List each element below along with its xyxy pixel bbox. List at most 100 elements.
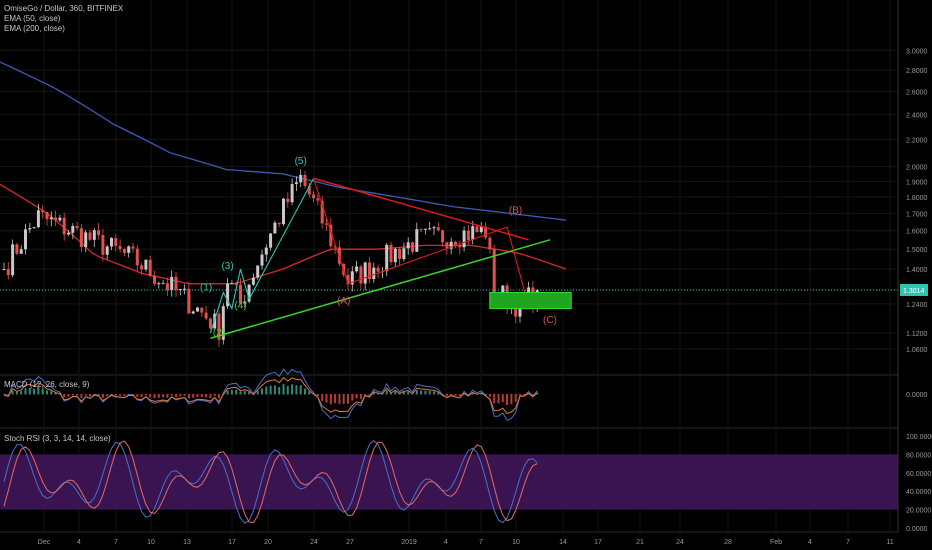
time-tick-label: 11 bbox=[886, 539, 893, 546]
macd-histogram-bar bbox=[467, 394, 470, 396]
macd-histogram-bar bbox=[420, 390, 423, 395]
time-tick-label: 24 bbox=[310, 539, 318, 546]
candle-body bbox=[355, 266, 359, 272]
candle-body bbox=[92, 230, 96, 240]
candle-body bbox=[28, 228, 32, 230]
macd-histogram-bar bbox=[162, 394, 165, 398]
macd-histogram-bar bbox=[157, 394, 160, 398]
candle-body bbox=[174, 276, 178, 290]
candle-body bbox=[144, 259, 148, 270]
macd-histogram-bar bbox=[450, 394, 453, 395]
candle-body bbox=[316, 198, 320, 201]
macd-histogram-bar bbox=[230, 389, 233, 395]
wave-label: (2) bbox=[213, 328, 225, 339]
macd-histogram-bar bbox=[351, 394, 354, 401]
macd-histogram-bar bbox=[50, 391, 53, 395]
time-axis[interactable]: Dec 4 7 10 13 17 20 24 27 2019 4 7 10 14 17 21 24 28 Feb 4 7… bbox=[38, 539, 894, 546]
macd-histogram-bar bbox=[67, 394, 70, 397]
macd-histogram-bar bbox=[325, 394, 328, 403]
macd-histogram-bar bbox=[187, 394, 190, 399]
candle-body bbox=[492, 249, 496, 298]
macd-histogram-bar bbox=[11, 390, 14, 395]
candle-body bbox=[445, 242, 449, 249]
candle-body bbox=[79, 228, 83, 247]
macd-histogram-bar bbox=[41, 388, 44, 395]
candle-body bbox=[226, 283, 230, 307]
macd-histogram-bar bbox=[501, 394, 504, 403]
candle-body bbox=[415, 229, 419, 252]
price-tick-label: 1.8000 bbox=[906, 195, 928, 202]
candle-body bbox=[277, 222, 281, 225]
stoch-rsi-panel: 100.0000 80.0000 60.0000 40.0000 20.0000 0.00… bbox=[3, 434, 932, 533]
macd-histogram-bar bbox=[372, 392, 375, 395]
candle-body bbox=[441, 230, 445, 243]
macd-histogram-bar bbox=[493, 394, 496, 404]
candle-body bbox=[217, 313, 221, 340]
macd-signal-line bbox=[3, 376, 538, 414]
candle-body bbox=[122, 249, 126, 253]
candle-body bbox=[110, 238, 113, 247]
macd-histogram-bar bbox=[28, 387, 31, 395]
candle-body bbox=[251, 277, 255, 285]
macd-histogram-bar bbox=[175, 394, 177, 397]
wave-label: (B) bbox=[509, 205, 522, 216]
candle-body bbox=[411, 242, 414, 252]
candle-body bbox=[101, 235, 105, 255]
candle-body bbox=[114, 238, 118, 246]
macd-histogram-bar bbox=[213, 394, 216, 396]
candle-body bbox=[294, 182, 298, 185]
macd-histogram-bar bbox=[347, 394, 349, 404]
macd-histogram-bar bbox=[385, 389, 388, 395]
candle-body bbox=[49, 217, 53, 220]
wave-label: (A) bbox=[337, 296, 350, 307]
macd-histogram-bar bbox=[484, 394, 487, 396]
macd-histogram-bar bbox=[273, 385, 276, 395]
target-zone bbox=[489, 292, 572, 310]
macd-histogram-bar bbox=[179, 394, 182, 397]
macd-histogram-bar bbox=[316, 394, 319, 396]
ema50-path bbox=[0, 183, 567, 285]
candle-body bbox=[11, 244, 15, 276]
macd-histogram-bar bbox=[205, 394, 208, 398]
macd-histogram-bar bbox=[261, 388, 263, 395]
time-tick-label: 17 bbox=[594, 539, 602, 546]
ema200-path bbox=[0, 61, 567, 221]
grid bbox=[0, 0, 898, 533]
time-tick-label: 27 bbox=[346, 539, 354, 546]
candle-body bbox=[32, 227, 36, 229]
macd-histogram-bar bbox=[480, 392, 483, 395]
candle-body bbox=[247, 284, 251, 302]
macd-histogram-bar bbox=[269, 385, 272, 395]
stoch-k-line bbox=[3, 439, 538, 524]
price-tick-label: 2.6000 bbox=[906, 89, 928, 96]
candle-body bbox=[269, 233, 273, 248]
time-tick-label: 20 bbox=[264, 539, 272, 546]
macd-histogram-bar bbox=[390, 392, 392, 395]
time-tick-label: 4 bbox=[808, 539, 812, 546]
candle-body bbox=[337, 247, 341, 264]
candle-body bbox=[208, 318, 212, 329]
macd-histogram-bar bbox=[37, 387, 40, 395]
time-tick-label: 17 bbox=[228, 539, 236, 546]
candle-body bbox=[170, 276, 174, 290]
candle-body bbox=[432, 227, 436, 229]
candle-body bbox=[196, 307, 199, 312]
candle-body bbox=[178, 289, 182, 291]
macd-histogram-bar bbox=[497, 394, 500, 404]
macd-histogram-bar bbox=[140, 394, 143, 398]
macd-histogram-bar bbox=[226, 390, 229, 395]
candle-body bbox=[183, 288, 187, 290]
wave-label: (5) bbox=[295, 156, 307, 167]
main-legend: OmiseGo / Dollar, 360, BITFINEX EMA (50,… bbox=[4, 4, 123, 34]
macd-histogram-bar bbox=[209, 394, 212, 399]
macd-histogram-bar bbox=[144, 394, 147, 396]
macd-histogram-bar bbox=[170, 394, 173, 396]
price-axis[interactable]: 3.0000 2.8000 2.6000 2.4000 2.2000 2.0000 1.90… bbox=[897, 0, 928, 532]
candle-body bbox=[187, 288, 191, 314]
macd-histogram-bar bbox=[71, 394, 74, 396]
macd-histogram-bar bbox=[239, 391, 242, 395]
price-tick-label: 1.1200 bbox=[906, 331, 928, 338]
candle-body bbox=[200, 307, 204, 313]
wave-labels: (1) (2) (3) (4) (5) (A) (B) (C) bbox=[200, 156, 557, 339]
